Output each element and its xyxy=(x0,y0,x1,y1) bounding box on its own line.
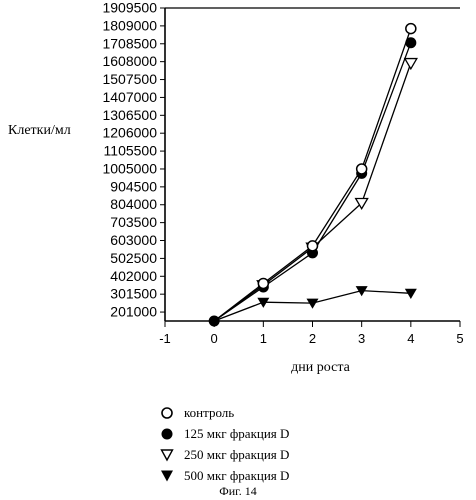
data-point xyxy=(257,297,270,308)
x-axis-label: дни роста xyxy=(291,360,350,375)
data-point xyxy=(403,57,418,71)
data-point xyxy=(355,163,368,175)
x-tick-label: 3 xyxy=(358,331,365,346)
x-tick-label: 2 xyxy=(309,331,316,346)
x-tick-label: 0 xyxy=(211,331,218,346)
y-tick-label: 1407000 xyxy=(102,89,157,105)
x-tick-label: -1 xyxy=(159,331,171,346)
filled-triangle-down-icon xyxy=(161,470,173,482)
y-tick-label: 603000 xyxy=(110,232,157,248)
chart: 201000 301500 402000 502500 603000 703500 8040… xyxy=(8,0,464,375)
y-tick-label: 1005000 xyxy=(102,160,157,176)
data-point xyxy=(257,277,270,290)
y-tick-label: 703500 xyxy=(110,214,157,230)
y-tick-label: 1708500 xyxy=(102,35,157,51)
y-axis-label: Клетки/мл xyxy=(8,123,71,138)
data-point xyxy=(404,288,417,299)
legend-label: 250 мкг фракция D xyxy=(184,447,290,462)
data-point xyxy=(405,37,417,49)
data-point xyxy=(355,286,368,297)
x-tick-label: 1 xyxy=(260,331,267,346)
y-tick-label: 402000 xyxy=(110,268,157,284)
x-tick-label: 4 xyxy=(407,331,414,346)
y-tick-label: 904500 xyxy=(110,178,157,194)
y-tick-label: 1507500 xyxy=(102,71,157,87)
y-tick-label: 301500 xyxy=(110,286,157,302)
data-point xyxy=(208,315,220,327)
data-point xyxy=(354,197,369,210)
filled-circle-icon xyxy=(161,428,173,440)
y-tick-label: 1909500 xyxy=(102,0,157,16)
y-tick-label: 1105500 xyxy=(104,143,158,159)
y-tick-label: 1608000 xyxy=(102,53,157,69)
series-line xyxy=(213,28,412,322)
legend-label: контроль xyxy=(184,405,235,420)
series-line xyxy=(213,62,412,322)
data-point xyxy=(306,298,319,309)
y-tick-label: 502500 xyxy=(110,250,157,266)
y-tick-label: 1206000 xyxy=(102,125,157,141)
series-line xyxy=(213,42,412,322)
y-tick-label: 804000 xyxy=(110,196,157,212)
open-triangle-down-icon xyxy=(160,449,174,462)
y-tick-label: 1306500 xyxy=(102,107,157,123)
x-tick-label: 5 xyxy=(456,331,463,346)
data-point xyxy=(306,240,319,252)
legend-label: 125 мкг фракция D xyxy=(184,426,290,441)
y-tick-label: 201000 xyxy=(110,304,157,320)
figure-caption: Фиг. 14 xyxy=(219,484,257,498)
y-tick-label: 1809000 xyxy=(102,17,157,33)
open-circle-icon xyxy=(161,407,173,419)
legend-label: 500 мкг фракция D xyxy=(184,468,290,483)
data-point xyxy=(405,22,417,35)
